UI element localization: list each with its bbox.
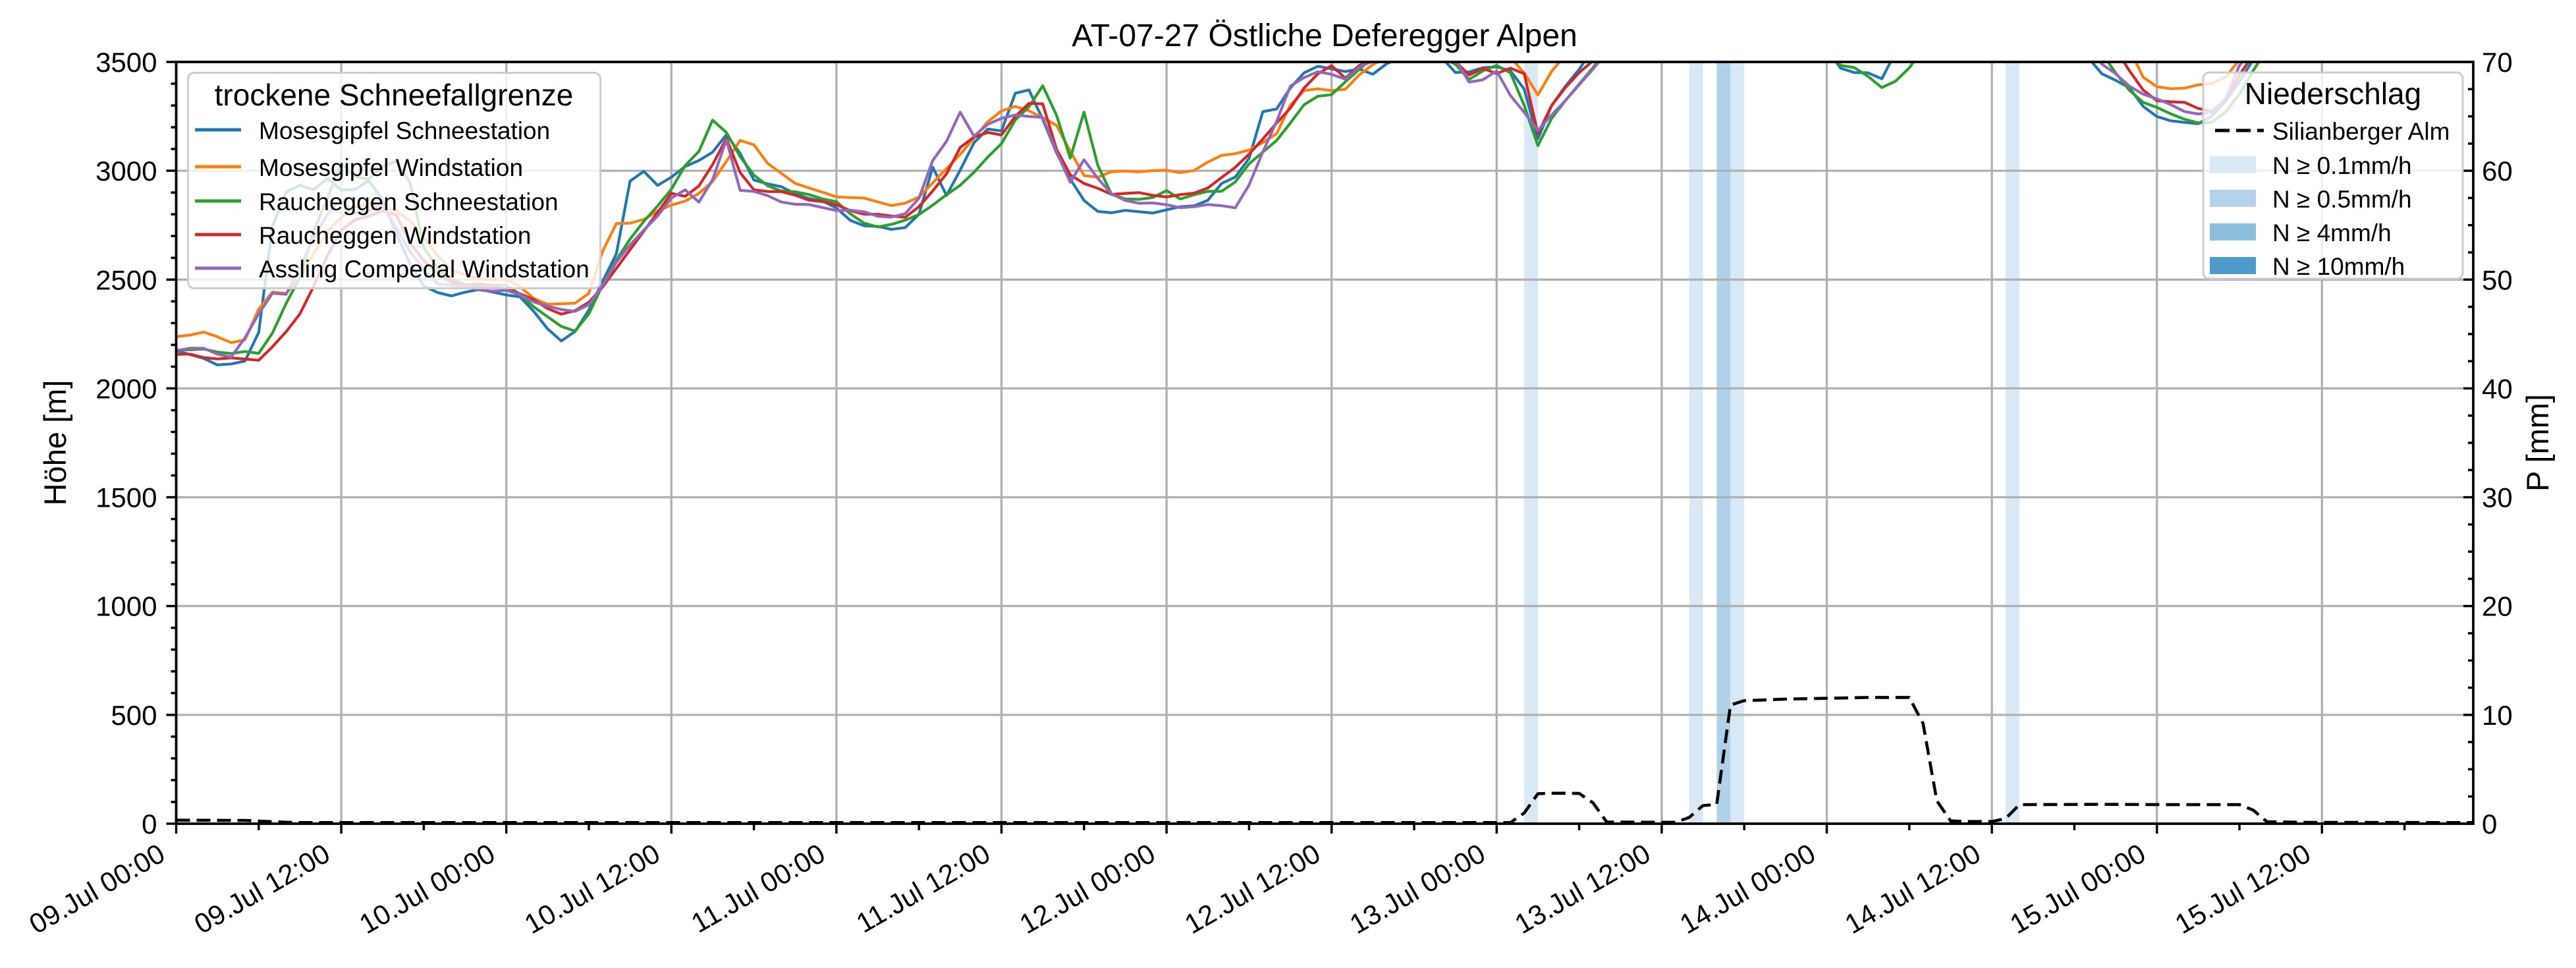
svg-text:trockene Schneefallgrenze: trockene Schneefallgrenze	[215, 78, 574, 112]
svg-text:Silianberger Alm: Silianberger Alm	[2272, 118, 2450, 145]
svg-text:2500: 2500	[96, 264, 157, 295]
svg-text:Assling Compedal Windstation: Assling Compedal Windstation	[259, 256, 589, 283]
svg-text:AT-07-27 Östliche Deferegger A: AT-07-27 Östliche Deferegger Alpen	[1072, 18, 1577, 53]
svg-text:3000: 3000	[96, 156, 157, 186]
svg-text:Niederschlag: Niederschlag	[2245, 76, 2421, 111]
svg-text:N ≥ 10mm/h: N ≥ 10mm/h	[2272, 253, 2405, 280]
svg-text:70: 70	[2482, 47, 2513, 78]
svg-text:Mosesgipfel Windstation: Mosesgipfel Windstation	[259, 154, 523, 181]
svg-text:20: 20	[2482, 591, 2513, 622]
svg-text:N ≥ 0.5mm/h: N ≥ 0.5mm/h	[2272, 186, 2412, 213]
svg-text:500: 500	[111, 700, 157, 731]
svg-text:N ≥ 0.1mm/h: N ≥ 0.1mm/h	[2272, 152, 2412, 179]
svg-text:50: 50	[2482, 264, 2513, 295]
svg-text:1500: 1500	[96, 482, 157, 513]
svg-text:P [mm]: P [mm]	[2520, 394, 2555, 492]
svg-text:10: 10	[2482, 700, 2513, 731]
svg-text:0: 0	[2482, 809, 2497, 840]
svg-text:0: 0	[142, 809, 157, 840]
svg-text:N ≥ 4mm/h: N ≥ 4mm/h	[2272, 219, 2392, 246]
svg-text:30: 30	[2482, 482, 2513, 513]
svg-text:60: 60	[2482, 156, 2513, 186]
svg-text:Raucheggen Schneestation: Raucheggen Schneestation	[259, 188, 559, 215]
svg-text:40: 40	[2482, 373, 2513, 404]
svg-text:1000: 1000	[96, 591, 157, 622]
svg-text:Raucheggen Windstation: Raucheggen Windstation	[259, 222, 531, 249]
svg-text:3500: 3500	[96, 47, 157, 78]
svg-text:2000: 2000	[96, 373, 157, 404]
svg-text:Höhe [m]: Höhe [m]	[38, 380, 72, 506]
svg-text:Mosesgipfel Schneestation: Mosesgipfel Schneestation	[259, 117, 550, 144]
